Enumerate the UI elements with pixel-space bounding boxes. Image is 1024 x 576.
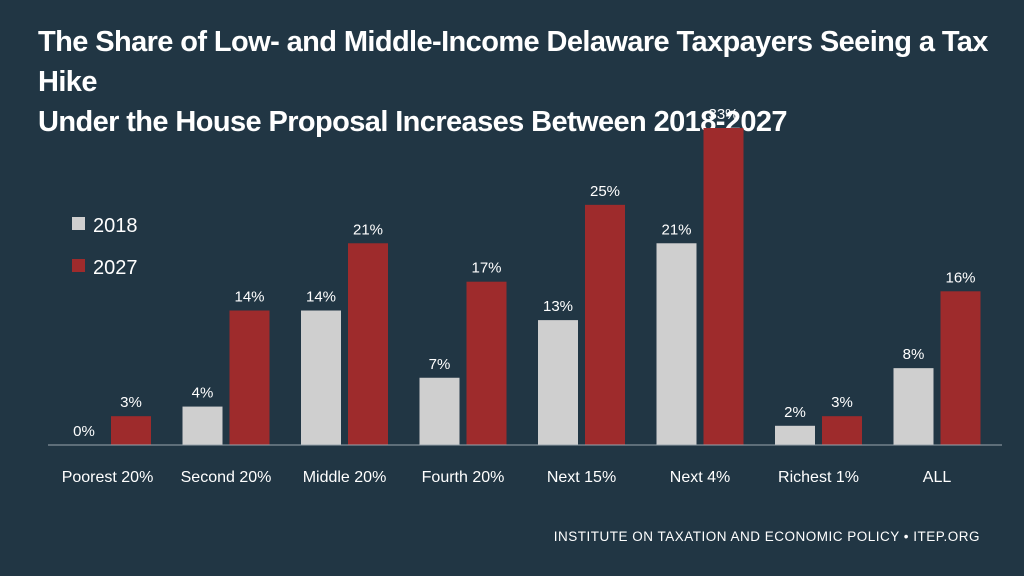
category-label-7: ALL <box>923 469 952 486</box>
data-label-2018-0: 0% <box>73 423 95 440</box>
data-label-2027-0: 3% <box>120 394 142 411</box>
legend-swatch-2018 <box>72 217 85 230</box>
legend-label-2027: 2027 <box>93 257 138 279</box>
bar-2027-5 <box>703 128 744 445</box>
category-label-5: Next 4% <box>670 469 730 486</box>
bars-layer <box>111 128 981 445</box>
bar-2018-1 <box>182 406 223 445</box>
bar-2027-3 <box>466 281 507 445</box>
bar-2027-7 <box>940 291 981 445</box>
data-label-2018-4: 13% <box>543 298 573 315</box>
data-label-2027-1: 14% <box>234 289 264 306</box>
bar-2018-3 <box>419 377 460 445</box>
bar-2027-0 <box>111 416 151 445</box>
bar-2018-7 <box>893 368 934 445</box>
data-label-2018-6: 2% <box>784 404 806 421</box>
bar-2018-2 <box>301 310 341 445</box>
data-label-2018-7: 8% <box>903 346 925 363</box>
chart-title: The Share of Low- and Middle-Income Dela… <box>38 22 998 142</box>
data-label-2027-2: 21% <box>353 221 383 238</box>
data-label-2027-7: 16% <box>945 269 975 286</box>
legend-label-2018: 2018 <box>93 215 138 237</box>
footer-source: INSTITUTE ON TAXATION AND ECONOMIC POLIC… <box>553 529 980 544</box>
data-label-2027-4: 25% <box>590 183 620 200</box>
data-label-2018-3: 7% <box>429 356 451 373</box>
labels-layer: 0% 3% Poorest 20% 4% 14% Second 20% 14% 21% Midd… <box>62 106 976 486</box>
bar-2027-4 <box>585 204 625 445</box>
data-label-2027-5: 33% <box>708 106 738 123</box>
category-label-3: Fourth 20% <box>422 469 505 486</box>
data-label-2018-1: 4% <box>192 385 214 402</box>
bar-2018-4 <box>538 320 578 445</box>
category-label-1: Second 20% <box>181 469 272 486</box>
data-label-2027-3: 17% <box>471 260 501 277</box>
category-label-0: Poorest 20% <box>62 469 154 486</box>
chart-title-line-2: Under the House Proposal Increases Betwe… <box>38 106 788 138</box>
legend-swatch-2027 <box>72 259 85 272</box>
bar-2027-6 <box>822 416 862 445</box>
chart-title-line-1: The Share of Low- and Middle-Income Dela… <box>38 26 988 98</box>
data-label-2018-5: 21% <box>661 221 691 238</box>
data-label-2027-6: 3% <box>831 394 853 411</box>
bar-2027-1 <box>229 310 270 445</box>
data-label-2018-2: 14% <box>306 289 336 306</box>
category-label-2: Middle 20% <box>303 469 387 486</box>
legend: 2018 2027 <box>72 215 138 279</box>
category-label-6: Richest 1% <box>778 469 859 486</box>
bar-2018-5 <box>656 243 697 445</box>
category-label-4: Next 15% <box>547 469 616 486</box>
bar-2027-2 <box>348 243 388 445</box>
bar-2018-6 <box>775 425 815 445</box>
